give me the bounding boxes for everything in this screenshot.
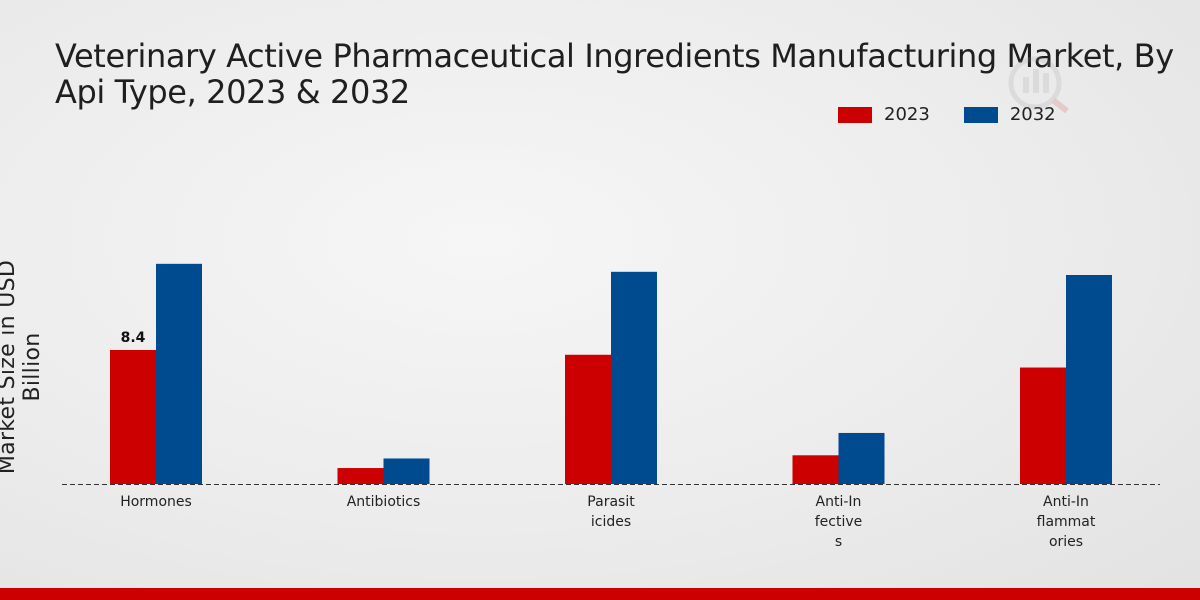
bar-2032-parasiticides[interactable] [611,271,657,484]
x-tick-label-anti-infectives: Anti-In fective s [815,494,863,550]
data-label-2023-hormones: 8.4 [121,330,146,346]
bar-2023-hormones[interactable] [110,349,156,484]
watermark-logo-icon [1008,56,1069,114]
x-tick-labels: Hormones Antibiotics Parasit icides Anti-In f… [120,494,1096,550]
x-tick-label-antibiotics: Antibiotics [347,494,421,510]
bar-2023-anti-inflammatories[interactable] [1020,367,1066,484]
legend-swatch-2032 [963,106,998,123]
footer-bar [0,588,1200,600]
bar-2032-anti-inflammatories[interactable] [1066,274,1112,484]
legend-item-2023[interactable]: 2023 [838,104,930,125]
bar-2023-antibiotics[interactable] [337,468,384,484]
x-tick-label-hormones: Hormones [120,494,192,510]
legend: 2023 2032 [838,104,1090,125]
legend-label-2032: 2032 [1009,104,1056,125]
legend-label-2023: 2023 [884,104,930,125]
bar-2023-parasiticides[interactable] [565,354,611,484]
legend-item-2032[interactable]: 2032 [963,104,1056,125]
x-tick-label-anti-inflammatories: Anti-In flammat ories [1037,494,1096,550]
chart-title: Veterinary Active Pharmaceutical Ingredi… [55,37,1174,111]
bar-2032-antibiotics[interactable] [383,458,430,484]
legend-swatch-2023 [838,106,872,123]
data-labels-group: 8.4 [121,330,146,346]
bar-2032-hormones[interactable] [156,263,202,484]
bar-2032-anti-infectives[interactable] [838,432,885,484]
x-tick-label-parasiticides: Parasit icides [587,494,635,530]
bars-group [110,263,1112,484]
bar-2023-anti-infectives[interactable] [792,455,839,484]
